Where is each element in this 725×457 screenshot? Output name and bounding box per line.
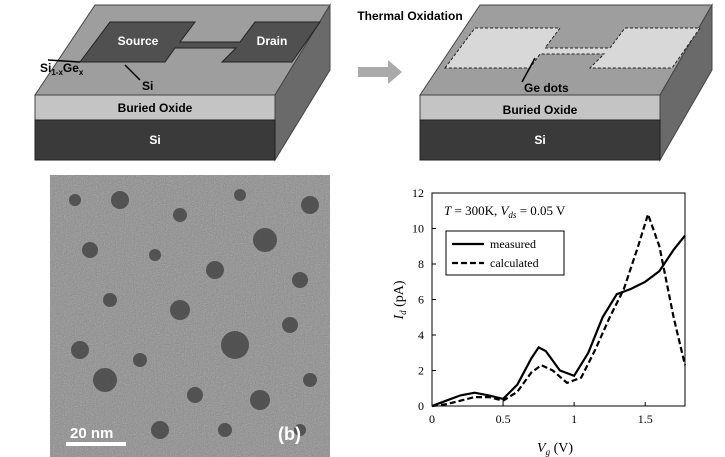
legend-label: measured xyxy=(490,237,536,251)
sige-part: Si xyxy=(40,61,51,75)
annotation: T = 300K, Vds = 0.05 V xyxy=(444,203,566,220)
legend-label: calculated xyxy=(490,256,539,270)
si-label: Si xyxy=(142,79,153,93)
y-tick-label: 4 xyxy=(418,328,424,342)
y-tick-label: 0 xyxy=(418,399,424,413)
process-arrow xyxy=(358,60,402,84)
x-tick-label: 1 xyxy=(571,412,577,426)
y-tick-label: 8 xyxy=(418,257,424,271)
y-axis-label-part: (pA) xyxy=(392,280,407,310)
y-tick-label: 10 xyxy=(412,222,424,236)
y-tick-label: 6 xyxy=(418,293,424,307)
sige-part: 1-x xyxy=(51,68,63,77)
substrate-label: Si xyxy=(534,133,545,147)
oxide-label: Buried Oxide xyxy=(118,101,193,115)
sige-part: Ge xyxy=(63,61,79,75)
x-tick-label: 0 xyxy=(429,412,435,426)
dots-label: Ge dots xyxy=(524,81,569,95)
drain-label: Drain xyxy=(257,34,288,48)
x-axis-label-part: (V) xyxy=(550,441,573,456)
figure: Source Drain Si1-xGex Si Buried Oxide Si… xyxy=(0,0,725,457)
y-tick-label: 2 xyxy=(418,364,424,378)
x-tick-label: 0.5 xyxy=(496,412,511,426)
oxide-label: Buried Oxide xyxy=(503,103,578,117)
chart: 0 2 4 6 8 10 12 0 0.5 1 1.5 Vg (V) Id (pA) T = 300K, … xyxy=(392,186,685,457)
source-label: Source xyxy=(118,34,159,48)
sige-label: Si1-xGex xyxy=(40,61,84,77)
device-left: Source Drain Si1-xGex Si Buried Oxide Si xyxy=(35,5,330,160)
process-label: Thermal Oxidation xyxy=(357,9,462,23)
annotation-part: = 300K, xyxy=(451,203,500,218)
y-axis-label: Id (pA) xyxy=(392,280,408,320)
scale-label: 20 nm xyxy=(70,425,113,442)
device-right: Ge dots Buried Oxide Si xyxy=(420,5,712,160)
substrate-label: Si xyxy=(149,133,160,147)
y-tick-label: 12 xyxy=(412,186,424,200)
annotation-part: = 0.05 V xyxy=(516,203,566,218)
tem-image: 20 nm (b) xyxy=(50,175,330,457)
x-axis-label: Vg (V) xyxy=(537,441,573,457)
panel-label: (b) xyxy=(278,424,301,444)
sige-part: x xyxy=(79,68,84,77)
x-tick-label: 1.5 xyxy=(638,412,653,426)
